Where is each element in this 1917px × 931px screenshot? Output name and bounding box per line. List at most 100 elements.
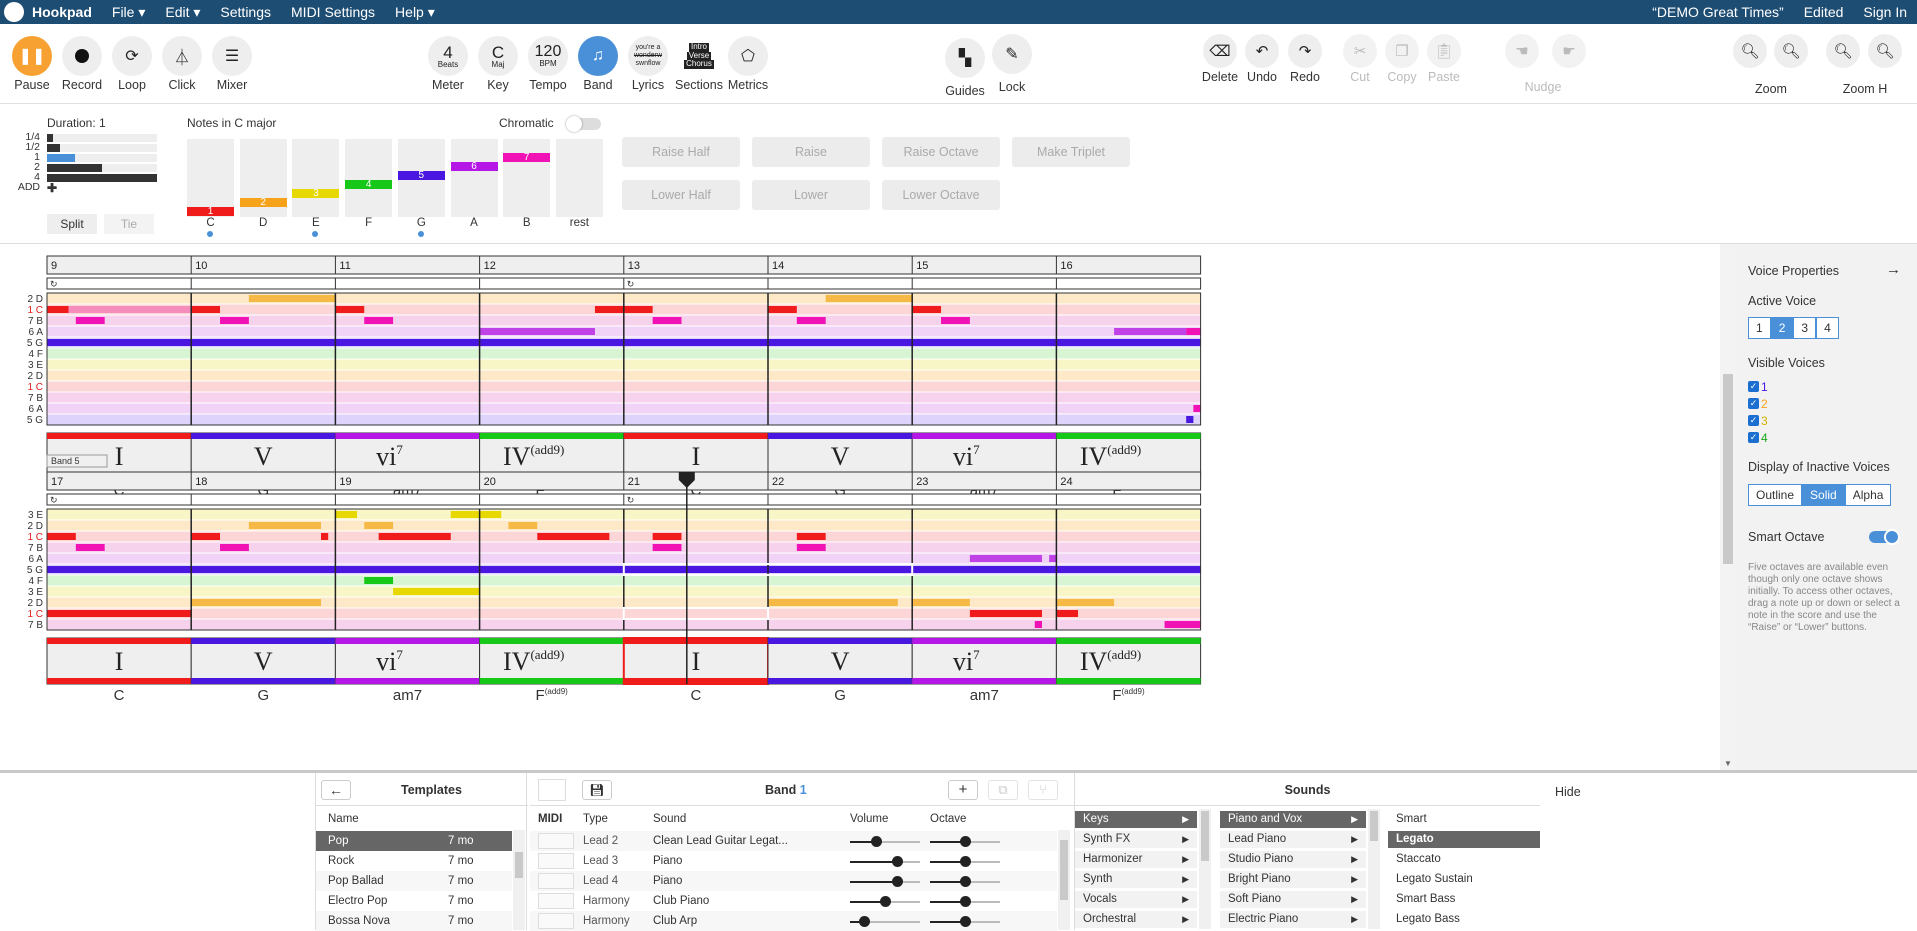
sound-category[interactable]: Harmonizer ▶ (1075, 851, 1197, 868)
sound-category[interactable]: Synth FX ▶ (1075, 831, 1197, 848)
categories-scrollbar[interactable] (1199, 809, 1211, 929)
sound-category[interactable]: Orchestral ▶ (1075, 911, 1197, 928)
template-row[interactable]: Electro Pop 7 mo (316, 891, 512, 911)
checkbox-checked-icon[interactable]: ✓ (1748, 398, 1759, 409)
lyrics-button[interactable]: you're a wonderw swnflow Lyrics (623, 36, 673, 92)
note-block[interactable] (378, 533, 451, 540)
note-block[interactable] (508, 522, 538, 529)
volume-slider[interactable] (850, 916, 920, 927)
note-block[interactable] (912, 306, 942, 313)
chord-block[interactable] (1055, 432, 1202, 480)
band-track-row[interactable]: Harmony Club Piano (530, 891, 1057, 911)
chord-block[interactable] (190, 637, 336, 685)
band-button[interactable]: ♫ Band (573, 36, 623, 92)
template-row[interactable]: Rock 7 mo (316, 851, 512, 871)
chord-block[interactable] (911, 637, 1057, 685)
octave-slider[interactable] (930, 916, 1000, 927)
display-option-outline[interactable]: Outline (1748, 484, 1803, 506)
score-canvas[interactable]: 9 10 11 12 13 14 15 16↻ ↻2 D1 C7 B6 A5 G4 F3 E2 … (0, 244, 1720, 770)
octave-slider[interactable] (930, 896, 1000, 907)
lower-button[interactable]: Lower (752, 180, 870, 210)
raise-half-button[interactable]: Raise Half (622, 137, 740, 167)
save-icon[interactable]: 💾︎ (582, 780, 612, 800)
undo-button[interactable]: ↶ Undo (1237, 34, 1287, 84)
sound-subcategory[interactable]: Studio Piano ▶ (1220, 851, 1366, 868)
cut-button[interactable]: ✂ Cut (1335, 34, 1385, 84)
loop-button[interactable]: ⟳ Loop (107, 36, 157, 92)
checkbox-checked-icon[interactable]: ✓ (1748, 415, 1759, 426)
octave-slider-knob[interactable] (960, 856, 971, 867)
duration-track[interactable] (47, 164, 157, 172)
note-block[interactable] (68, 306, 192, 313)
note-block[interactable] (248, 522, 321, 529)
note-block[interactable] (969, 610, 1042, 617)
duplicate-icon[interactable]: ⧉ (988, 780, 1018, 800)
voice-button-1[interactable]: 1 (1748, 317, 1771, 339)
loop-marker-icon[interactable]: ↻ (627, 279, 635, 289)
smart-octave-toggle[interactable] (1869, 529, 1900, 545)
selected-note-highlight[interactable] (622, 563, 914, 576)
sound-category[interactable]: Synth ▶ (1075, 871, 1197, 888)
note-block[interactable] (537, 533, 610, 540)
note-block[interactable] (47, 306, 69, 313)
loop-marker-icon[interactable]: ↻ (50, 279, 58, 289)
volume-slider-knob[interactable] (871, 836, 882, 847)
volume-slider[interactable] (850, 856, 920, 867)
rest-key[interactable] (555, 139, 603, 217)
note-block[interactable] (1186, 328, 1201, 335)
sound-subcategory[interactable]: Soft Piano ▶ (1220, 891, 1366, 908)
note-block[interactable] (364, 317, 394, 324)
note-block[interactable] (479, 511, 502, 518)
visible-voice-4[interactable]: ✓ 4 (1748, 429, 1768, 446)
octave-slider-knob[interactable] (960, 876, 971, 887)
note-block[interactable] (191, 599, 321, 606)
octave-slider[interactable] (930, 876, 1000, 887)
note-block[interactable] (768, 306, 797, 313)
octave-slider-knob[interactable] (960, 836, 971, 847)
chord-block[interactable] (190, 432, 336, 480)
hide-button[interactable]: Hide (1555, 785, 1581, 799)
sound-preset[interactable]: Smart (1388, 811, 1540, 828)
voice-button-4[interactable]: 4 (1816, 317, 1839, 339)
chord-block[interactable] (479, 432, 625, 480)
track-sound[interactable]: Piano (653, 855, 683, 867)
volume-slider-knob[interactable] (892, 856, 903, 867)
note-block[interactable] (1186, 416, 1194, 423)
song-title[interactable]: “DEMO Great Times” (1652, 4, 1784, 20)
delete-button[interactable]: ⌫ Delete (1195, 34, 1245, 84)
add-track-icon[interactable]: + (948, 780, 978, 800)
note-block[interactable] (1193, 405, 1201, 412)
raise-button[interactable]: Raise (752, 137, 870, 167)
menu-help[interactable]: Help ▾ (395, 3, 435, 20)
pause-button[interactable]: ❚❚ Pause (7, 36, 57, 92)
sound-category[interactable]: Keys ▶ (1075, 811, 1197, 828)
nudge-right-button[interactable]: ☛ (1516, 34, 1602, 70)
octave-slider-knob[interactable] (960, 916, 971, 927)
note-key-b[interactable]: 7 (503, 139, 551, 217)
score-scroll-thumb[interactable] (1723, 374, 1733, 564)
note-block[interactable] (335, 306, 365, 313)
chord-block[interactable] (46, 637, 192, 685)
note-block[interactable] (450, 511, 480, 518)
note-block[interactable] (1056, 610, 1079, 617)
note-block[interactable] (191, 306, 221, 313)
note-block[interactable] (652, 544, 682, 551)
note-block[interactable] (220, 544, 249, 551)
note-block[interactable] (248, 295, 336, 302)
note-key-d[interactable]: 2 (239, 139, 287, 217)
filter-icon[interactable]: ⑂ (1028, 780, 1058, 800)
note-block[interactable] (912, 599, 970, 606)
octave-slider-knob[interactable] (960, 896, 971, 907)
tempo-button[interactable]: 120 BPM Tempo (523, 36, 573, 92)
sound-preset[interactable]: Legato Sustain (1388, 871, 1540, 888)
note-block[interactable] (75, 544, 105, 551)
note-key-f[interactable]: 4 (345, 139, 393, 217)
note-block[interactable] (969, 555, 1042, 562)
checkbox-checked-icon[interactable]: ✓ (1748, 432, 1759, 443)
track-sound[interactable]: Clean Lead Guitar Legat... (653, 835, 788, 847)
note-block[interactable] (1049, 555, 1057, 562)
note-block[interactable] (393, 588, 480, 595)
metrics-button[interactable]: ⬠ Metrics (723, 36, 773, 92)
note-block[interactable] (652, 533, 682, 540)
